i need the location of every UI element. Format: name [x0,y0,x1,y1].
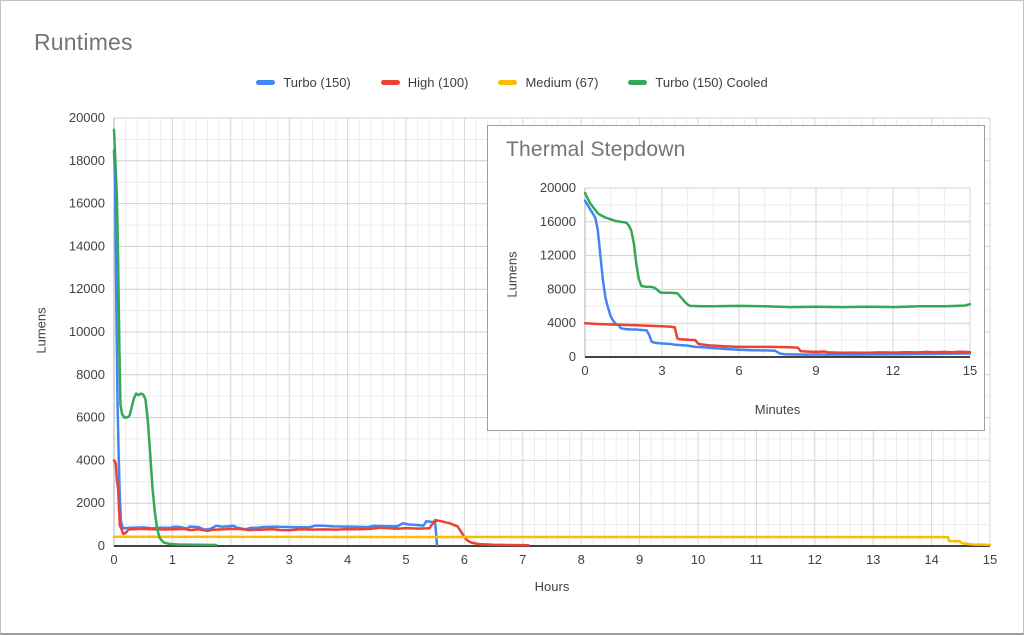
y-tick-label: 4000 [76,452,105,467]
x-tick-label: 1 [169,552,176,567]
x-tick-label: 3 [658,363,665,378]
x-tick-label: 4 [344,552,351,567]
page-title: Runtimes [34,29,133,55]
y-tick-label: 0 [569,349,576,364]
x-tick-label: 13 [866,552,880,567]
x-tick-label: 6 [735,363,742,378]
series-line-turbo-150-cooled [583,191,972,309]
x-tick-label: 9 [812,363,819,378]
y-tick-label: 4000 [547,315,576,330]
y-tick-label: 2000 [76,495,105,510]
x-tick-label: 2 [227,552,234,567]
legend-item-medium-67: Medium (67) [498,75,598,90]
legend-swatch-medium-67 [498,80,518,85]
x-tick-label: 10 [691,552,705,567]
y-tick-label: 8000 [76,367,105,382]
x-tick-label: 9 [636,552,643,567]
inset-title: Thermal Stepdown [506,138,686,161]
legend-item-turbo-150: Turbo (150) [256,75,351,90]
runtimes-chart-plot: 0 1 2 3 4 5 6 7 8 9 10 11 12 13 14 15020004000600080001… [69,110,997,567]
legend-swatch-turbo-150 [256,80,276,85]
x-tick-label: 5 [402,552,409,567]
legend-item-high-100: High (100) [380,75,469,90]
x-tick-label: 8 [578,552,585,567]
thermal-stepdown-inset-panel: 0 3 6 9 12 15 0 4000 8000 12000 16000 20000 Thermal… [487,125,985,431]
y-tick-label: 20000 [540,180,576,195]
x-tick-label: 14 [924,552,938,567]
x-tick-label: 6 [461,552,468,567]
series-line-medium-67 [112,535,992,547]
x-tick-label: 12 [808,552,822,567]
y-tick-label: 12000 [540,248,576,263]
inset-y-axis-title-lumens: Lumens [504,251,520,298]
legend-label: High (100) [407,75,469,90]
legend-label: Turbo (150) Cooled [655,75,768,90]
series-line-turbo-150 [112,148,439,546]
y-tick-label: 20000 [69,110,105,125]
series-line-turbo-150-cooled [112,128,218,547]
legend-item-turbo-150-cooled: Turbo (150) Cooled [628,75,768,90]
x-tick-label: 15 [983,552,997,567]
y-tick-label: 8000 [547,281,576,296]
thermal-stepdown-chart-plot: 0 3 6 9 12 15 0 4000 8000 12000 16000 20000 [540,180,977,378]
y-tick-label: 16000 [540,214,576,229]
y-tick-label: 14000 [69,238,105,253]
y-tick-label: 12000 [69,281,105,296]
legend-swatch-turbo-150-cooled [628,80,648,85]
x-axis-title-hours: Hours [534,579,570,594]
legend-label: Turbo (150) [283,75,351,90]
x-tick-label: 3 [286,552,293,567]
x-tick-label: 0 [110,552,117,567]
x-tick-label: 12 [886,363,900,378]
series-line-turbo-150 [583,199,972,356]
y-tick-label: 16000 [69,196,105,211]
x-tick-label: 7 [519,552,526,567]
legend-label: Medium (67) [525,75,599,90]
x-tick-label: 15 [963,363,977,378]
legend: Turbo (150) High (100) Medium (67) Turbo… [1,75,1023,90]
legend-swatch-high-100 [380,80,400,85]
x-tick-label: 11 [750,552,764,567]
series-line-high-100 [112,459,530,547]
y-tick-label: 0 [98,538,105,553]
y-axis-title-lumens: Lumens [33,307,49,354]
y-tick-label: 18000 [69,153,105,168]
x-tick-label: 0 [581,363,588,378]
y-tick-label: 6000 [76,410,105,425]
y-tick-label: 10000 [69,324,105,339]
series-line-high-100 [583,321,972,355]
inset-x-axis-title-minutes: Minutes [754,402,801,417]
